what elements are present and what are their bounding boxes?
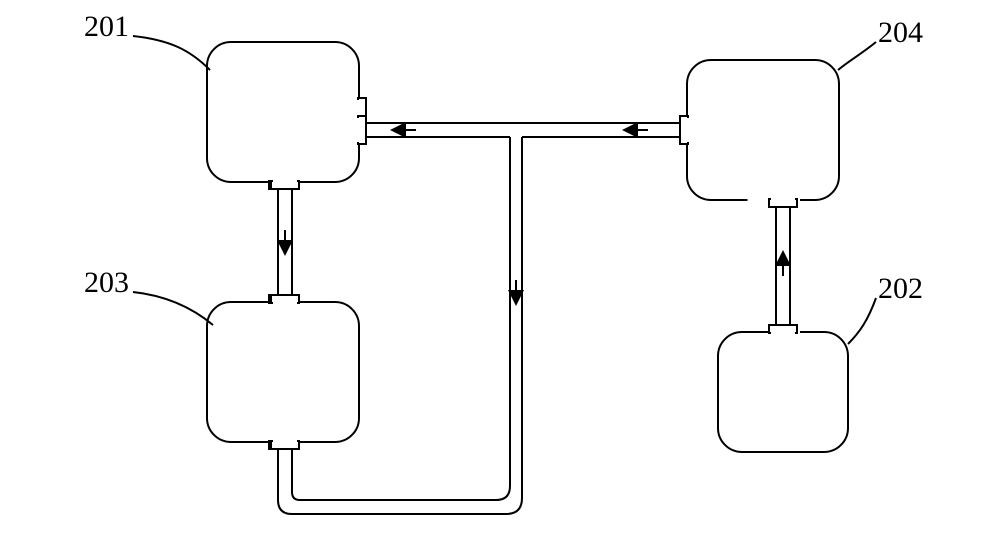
label-201: 201 (84, 10, 129, 44)
node-201 (207, 42, 366, 189)
leader-203 (133, 292, 213, 325)
node-204 (680, 60, 839, 207)
label-204: 204 (878, 16, 923, 50)
leader-202 (848, 298, 876, 344)
leader-201 (133, 36, 210, 70)
label-203: 203 (84, 266, 129, 300)
label-202: 202 (878, 272, 923, 306)
diagram-canvas (0, 0, 1000, 556)
node-203 (207, 295, 359, 449)
leader-204 (838, 42, 876, 70)
node-202 (718, 325, 848, 452)
